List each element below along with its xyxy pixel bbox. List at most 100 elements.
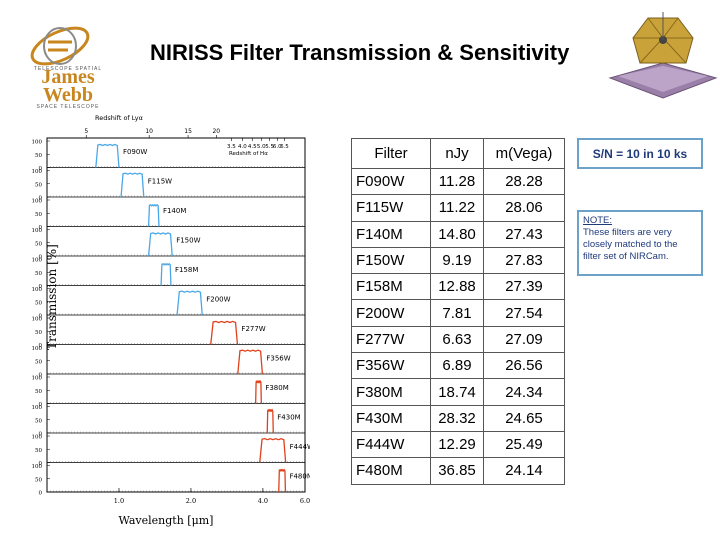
table-cell: 12.88	[430, 273, 484, 301]
top-tick-ha-label: 4.5	[248, 144, 257, 150]
table-cell: F277W	[351, 325, 431, 354]
x-tick-label: 4.0	[258, 497, 268, 505]
filter-label: F277W	[241, 325, 265, 333]
filter-label: F356W	[266, 355, 290, 363]
table-cell: F090W	[351, 167, 431, 196]
table-cell: 36.85	[430, 457, 484, 485]
top-axis-lya-title: Redshift of Lyα	[95, 114, 143, 122]
top-tick-ha-label: 4.0	[238, 144, 247, 150]
top-tick-ha-label: 5.0	[257, 144, 266, 150]
table-row: F115W 11.22 28.06	[351, 194, 565, 222]
filter-curve-f150w	[147, 232, 173, 257]
y-tick-label: 0	[39, 373, 43, 379]
top-tick-lya-label: 20	[212, 128, 220, 135]
y-tick-label: 50	[35, 153, 42, 159]
table-cell: 27.39	[483, 273, 565, 301]
top-tick-ha-label: 6.0	[273, 144, 282, 150]
table-cell: 26.56	[483, 352, 565, 380]
page-title: NIRISS Filter Transmission & Sensitivity	[150, 40, 570, 65]
table-cell: F444W	[351, 430, 431, 459]
table-cell: 11.28	[430, 167, 484, 196]
table-cell: 28.06	[483, 194, 565, 222]
table-cell: 7.81	[430, 299, 484, 327]
y-tick-label: 0	[39, 432, 43, 438]
y-tick-label: 50	[35, 477, 42, 483]
table-cell: F150W	[351, 246, 431, 275]
top-tick-lya-label: 10	[145, 128, 153, 135]
table-cell: F140M	[351, 220, 431, 248]
filter-label: F200W	[206, 296, 230, 304]
y-tick-label: 50	[35, 241, 42, 247]
filter-label: F140M	[163, 207, 186, 215]
table-row: F150W 9.19 27.83	[351, 246, 565, 275]
filter-sensitivity-table: Filter nJy m(Vega) F090W 11.28 28.28 F115W 1…	[351, 138, 565, 485]
y-tick-label: 0	[39, 166, 43, 172]
filter-curve-f277w	[210, 320, 239, 345]
table-cell: 27.83	[483, 246, 565, 275]
table-row: F480M 36.85 24.14	[351, 457, 565, 485]
logo-top-text: TELESCOPE SPATIAL	[33, 66, 103, 72]
logo-main-text: James Webb	[41, 66, 95, 106]
table-row: F277W 6.63 27.09	[351, 325, 565, 354]
logo-bottom-text: SPACE TELESCOPE	[36, 104, 100, 110]
y-tick-label: 100	[32, 169, 43, 175]
table-cell: 28.32	[430, 404, 484, 432]
x-axis-title: Wavelength [μm]	[119, 514, 214, 527]
filter-label: F158M	[175, 266, 198, 274]
y-tick-label: 100	[32, 405, 43, 411]
y-tick-label: 100	[32, 199, 43, 205]
y-tick-label: 100	[32, 140, 43, 146]
y-tick-label: 0	[39, 225, 43, 231]
sn-label-box: S/N = 10 in 10 ks	[577, 138, 703, 169]
filter-curve-f115w	[120, 172, 145, 198]
y-tick-label: 50	[35, 389, 42, 395]
filter-label: F115W	[148, 178, 172, 186]
note-text: These filters are very closely matched t…	[583, 227, 678, 262]
x-tick-label: 6.0	[300, 497, 310, 505]
y-tick-label: 50	[35, 448, 42, 454]
table-cell: 25.49	[483, 430, 565, 459]
table-row: F140M 14.80 27.43	[351, 220, 565, 248]
table-cell: 27.43	[483, 220, 565, 248]
filter-transmission-chart: 050100F090W050100F115W050100F140M050100F…	[32, 114, 311, 527]
y-tick-label: 100	[32, 435, 43, 441]
table-cell: 18.74	[430, 378, 484, 406]
y-tick-label: 0	[39, 284, 43, 290]
y-tick-label: 0	[39, 402, 43, 408]
table-row: F380M 18.74 24.34	[351, 378, 565, 406]
y-tick-label: 100	[32, 317, 43, 323]
filter-label: F444W	[290, 443, 310, 451]
y-tick-label: 50	[35, 418, 42, 424]
table-cell: F158M	[351, 273, 431, 301]
table-cell: 6.89	[430, 352, 484, 380]
table-row: F444W 12.29 25.49	[351, 430, 565, 459]
table-cell: 24.14	[483, 457, 565, 485]
telescope-image	[608, 12, 718, 99]
header-njy: nJy	[430, 138, 484, 169]
top-tick-ha-label: 5.5	[265, 144, 274, 150]
table-row: F200W 7.81 27.54	[351, 299, 565, 327]
table-cell: F200W	[351, 299, 431, 327]
top-tick-lya-label: 15	[184, 128, 192, 135]
table-cell: F356W	[351, 352, 431, 380]
y-tick-label: 0	[39, 314, 43, 320]
filter-label: F090W	[123, 148, 147, 156]
table-row: F158M 12.88 27.39	[351, 273, 565, 301]
table-cell: 27.09	[483, 325, 565, 354]
top-tick-ha-label: 3.5	[227, 144, 236, 150]
y-tick-label: 100	[32, 228, 43, 234]
y-tick-label: 50	[35, 300, 42, 306]
table-cell: 9.19	[430, 246, 484, 275]
x-tick-label: 2.0	[186, 497, 196, 505]
filter-label: F150W	[176, 237, 200, 245]
y-tick-label: 100	[32, 287, 43, 293]
table-cell: 11.22	[430, 194, 484, 222]
top-tick-ha-label: 6.5	[280, 144, 289, 150]
table-cell: 12.29	[430, 430, 484, 459]
filter-curve-f480m	[278, 468, 287, 493]
filter-curve-f444w	[259, 437, 287, 463]
y-tick-label: 0	[39, 255, 43, 261]
y-tick-label: 0	[39, 196, 43, 202]
table-cell: 27.54	[483, 299, 565, 327]
table-cell: 24.34	[483, 378, 565, 406]
